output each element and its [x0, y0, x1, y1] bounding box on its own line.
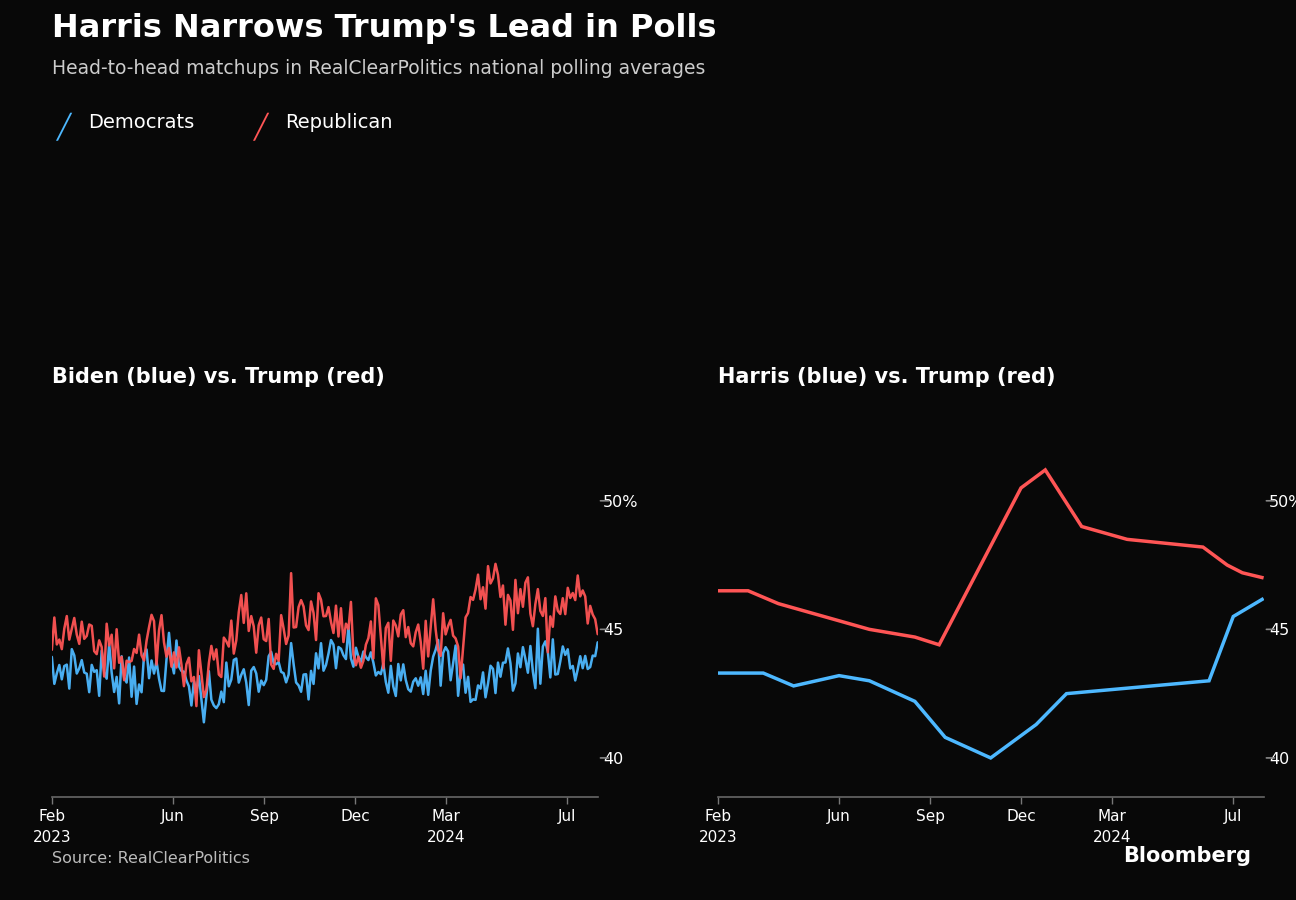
Text: Mar: Mar: [1098, 809, 1126, 824]
Text: Jul: Jul: [559, 809, 577, 824]
Text: 2024: 2024: [1093, 830, 1131, 845]
Text: 2023: 2023: [32, 830, 71, 845]
Text: Harris (blue) vs. Trump (red): Harris (blue) vs. Trump (red): [718, 367, 1055, 387]
Text: Sep: Sep: [250, 809, 279, 824]
Text: Jun: Jun: [827, 809, 851, 824]
Text: Harris Narrows Trump's Lead in Polls: Harris Narrows Trump's Lead in Polls: [52, 14, 717, 44]
Text: Head-to-head matchups in RealClearPolitics national polling averages: Head-to-head matchups in RealClearPoliti…: [52, 58, 705, 77]
Text: Feb: Feb: [39, 809, 65, 824]
Text: Bloomberg: Bloomberg: [1122, 846, 1251, 866]
Text: Source: RealClearPolitics: Source: RealClearPolitics: [52, 850, 250, 866]
Text: Dec: Dec: [1006, 809, 1036, 824]
Text: Sep: Sep: [915, 809, 945, 824]
Text: Republican: Republican: [285, 112, 393, 131]
Text: Biden (blue) vs. Trump (red): Biden (blue) vs. Trump (red): [52, 367, 385, 387]
Text: Feb: Feb: [704, 809, 731, 824]
Text: Democrats: Democrats: [88, 112, 194, 131]
Text: Jun: Jun: [161, 809, 185, 824]
Text: ╱: ╱: [253, 112, 267, 140]
Text: 2023: 2023: [699, 830, 737, 845]
Text: Dec: Dec: [341, 809, 369, 824]
Text: Mar: Mar: [432, 809, 460, 824]
Text: 2024: 2024: [426, 830, 465, 845]
Text: ╱: ╱: [56, 112, 70, 140]
Text: Jul: Jul: [1225, 809, 1243, 824]
